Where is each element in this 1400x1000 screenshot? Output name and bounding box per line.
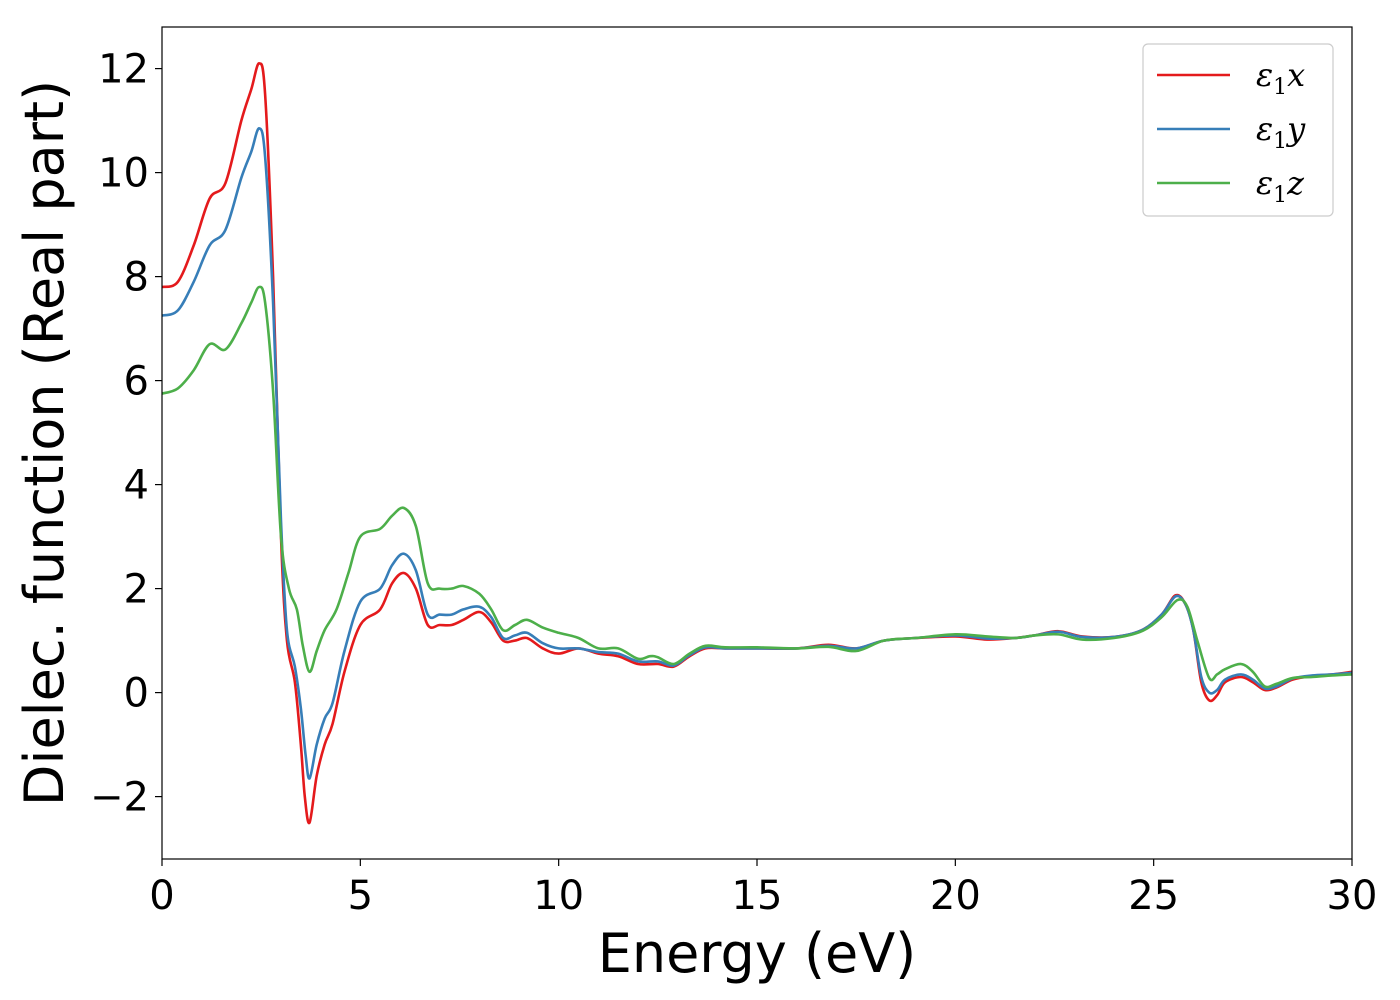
- x-tick-label: 30: [1327, 873, 1378, 919]
- x-tick-label: 15: [732, 873, 783, 919]
- series-line-z: [161, 285, 1353, 689]
- series-layer: [161, 62, 1353, 825]
- y-axis: −2 0 2 4 6 8 10 12: [90, 47, 162, 821]
- y-tick-label: 0: [124, 671, 149, 717]
- x-tick-label: 5: [348, 873, 373, 919]
- x-tick-label: 10: [533, 873, 584, 919]
- x-tick-label: 20: [930, 873, 981, 919]
- legend-box: [1142, 43, 1334, 217]
- x-tick-label: 25: [1128, 873, 1179, 919]
- y-axis-label: Dielec. function (Real part): [13, 80, 76, 806]
- legend-label-x: ε1x: [1256, 56, 1305, 100]
- y-tick-label: 8: [124, 255, 149, 301]
- y-tick-label: 4: [124, 463, 149, 509]
- x-axis-label: Energy (eV): [598, 922, 917, 985]
- legend: ε1x ε1y ε1z: [1142, 43, 1334, 217]
- y-tick-label: 2: [124, 567, 149, 613]
- legend-label-z: ε1z: [1256, 164, 1305, 208]
- legend-label-y: ε1y: [1256, 110, 1306, 154]
- y-tick-label: 12: [98, 47, 149, 93]
- y-tick-label: 10: [98, 151, 149, 197]
- x-tick-label: 0: [149, 873, 174, 919]
- x-axis: 0 5 10 15 20 25 30: [149, 859, 1377, 919]
- y-tick-label: −2: [90, 775, 149, 821]
- y-tick-label: 6: [124, 359, 149, 405]
